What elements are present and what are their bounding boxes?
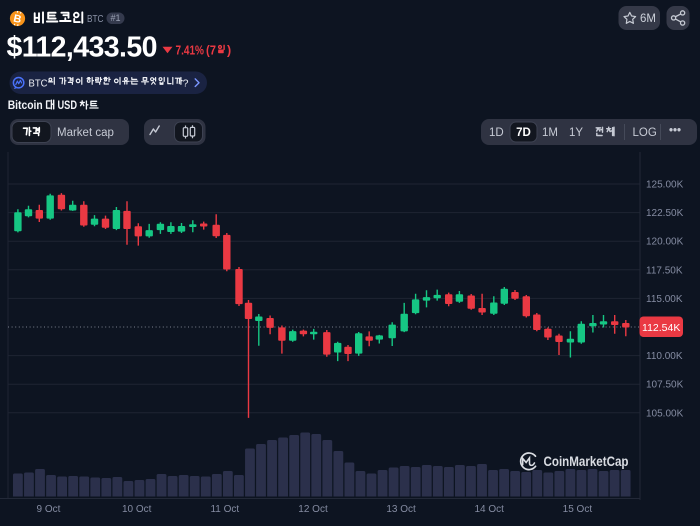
svg-text:1D: 1D [489,127,504,139]
svg-text:12 Oct: 12 Oct [298,504,328,515]
svg-text:LOG: LOG [633,127,657,139]
svg-text:Market cap: Market cap [57,127,114,139]
svg-text:14 Oct: 14 Oct [474,504,504,515]
svg-text:13 Oct: 13 Oct [386,504,416,515]
svg-text:6M: 6M [640,13,656,25]
svg-text:15 Oct: 15 Oct [563,504,593,515]
svg-text:$112,433.50: $112,433.50 [7,32,157,64]
svg-text:125.00K: 125.00K [646,180,684,191]
svg-text:117.50K: 117.50K [646,265,683,276]
svg-text:BTC: BTC [29,77,48,89]
svg-text:CoinMarketCap: CoinMarketCap [544,454,629,469]
svg-text:7.41%: 7.41% [176,43,205,58]
svg-text:1M: 1M [542,127,558,139]
svg-text:B: B [12,13,22,26]
svg-text:BTC: BTC [87,13,104,25]
svg-text:•••: ••• [669,125,681,137]
svg-text:(7: (7 [206,44,216,58]
svg-text:105.00K: 105.00K [646,408,684,419]
svg-text:110.00K: 110.00K [646,351,683,362]
svg-text:107.50K: 107.50K [646,380,684,391]
svg-text:#1: #1 [110,13,120,23]
svg-text:122.50K: 122.50K [646,208,684,219]
svg-text:1Y: 1Y [569,127,583,139]
svg-text:115.00K: 115.00K [646,294,683,305]
svg-text:11 Oct: 11 Oct [210,504,239,515]
svg-text:?: ? [183,77,189,89]
svg-text:9 Oct: 9 Oct [37,504,61,515]
svg-text:): ) [227,44,231,58]
svg-text:USD: USD [58,98,78,112]
svg-text:120.00K: 120.00K [646,237,684,248]
svg-text:7D: 7D [516,127,531,139]
svg-text:112.54K: 112.54K [642,322,680,334]
svg-text:10 Oct: 10 Oct [122,504,152,515]
svg-text:Bitcoin: Bitcoin [8,98,43,112]
